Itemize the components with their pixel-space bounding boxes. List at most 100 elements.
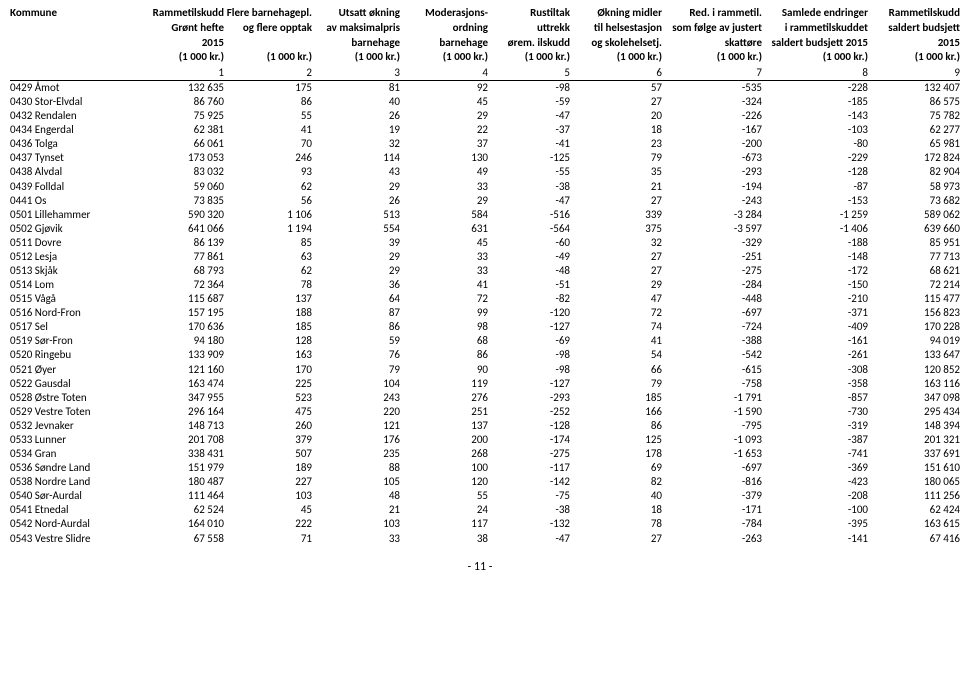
value-cell: -117 <box>488 461 570 475</box>
table-row: 0515 Vågå115 6871376472-8247-448-210115 … <box>10 292 960 306</box>
col-header-9-line-0: Rammetilskudd <box>868 6 960 21</box>
col-number-3: 3 <box>312 65 400 81</box>
value-cell: -47 <box>488 532 570 546</box>
table-row: 0441 Os73 835562629-4727-243-15373 682 <box>10 194 960 208</box>
col-header-7-line-2: skattøre <box>662 36 762 51</box>
table-row: 0543 Vestre Slidre67 558713338-4727-263-… <box>10 532 960 546</box>
value-cell: 77 713 <box>868 250 960 264</box>
value-cell: -243 <box>662 194 762 208</box>
value-cell: -98 <box>488 81 570 96</box>
value-cell: 170 228 <box>868 320 960 334</box>
value-cell: 115 477 <box>868 292 960 306</box>
col-number-7: 7 <box>662 65 762 81</box>
value-cell: -49 <box>488 250 570 264</box>
value-cell: 82 <box>570 475 662 489</box>
value-cell: 235 <box>312 447 400 461</box>
value-cell: -59 <box>488 95 570 109</box>
col-header-5-line-2: ørem. ilskudd <box>488 36 570 51</box>
table-row: 0430 Stor-Elvdal86 760864045-5927-324-18… <box>10 95 960 109</box>
col-header-8-line-3: (1 000 kr.) <box>762 50 868 65</box>
value-cell: 86 760 <box>144 95 224 109</box>
value-cell: 32 <box>570 236 662 250</box>
value-cell: 26 <box>312 194 400 208</box>
value-cell: 45 <box>224 503 312 517</box>
value-cell: 148 713 <box>144 419 224 433</box>
value-cell: 173 053 <box>144 151 224 165</box>
value-cell: -697 <box>662 306 762 320</box>
value-cell: 33 <box>312 532 400 546</box>
value-cell: 260 <box>224 419 312 433</box>
value-cell: 24 <box>400 503 488 517</box>
value-cell: 104 <box>312 377 400 391</box>
value-cell: 83 032 <box>144 165 224 179</box>
value-cell: 86 <box>400 348 488 362</box>
value-cell: 45 <box>400 95 488 109</box>
kommune-cell: 0520 Ringebu <box>10 348 144 362</box>
value-cell: 584 <box>400 208 488 222</box>
value-cell: 47 <box>570 292 662 306</box>
value-cell: 130 <box>400 151 488 165</box>
kommune-cell: 0430 Stor-Elvdal <box>10 95 144 109</box>
value-cell: 115 687 <box>144 292 224 306</box>
value-cell: 27 <box>570 250 662 264</box>
value-cell: 29 <box>400 109 488 123</box>
value-cell: -226 <box>662 109 762 123</box>
value-cell: -564 <box>488 222 570 236</box>
kommune-cell: 0528 Østre Toten <box>10 391 144 405</box>
value-cell: -387 <box>762 433 868 447</box>
value-cell: 94 180 <box>144 334 224 348</box>
value-cell: -730 <box>762 405 868 419</box>
value-cell: -395 <box>762 517 868 531</box>
value-cell: 19 <box>312 123 400 137</box>
value-cell: -275 <box>662 264 762 278</box>
col-header-4-line-1: ordning <box>400 21 488 36</box>
table-body: 0429 Åmot132 6351758192-9857-535-228132 … <box>10 81 960 546</box>
value-cell: -358 <box>762 377 868 391</box>
value-cell: 1 194 <box>224 222 312 236</box>
table-row: 0538 Nordre Land180 487227105120-14282-8… <box>10 475 960 489</box>
value-cell: -324 <box>662 95 762 109</box>
value-cell: 69 <box>570 461 662 475</box>
value-cell: 81 <box>312 81 400 96</box>
kommune-cell: 0501 Lillehammer <box>10 208 144 222</box>
kommune-cell: 0438 Alvdal <box>10 165 144 179</box>
value-cell: 45 <box>400 236 488 250</box>
kommune-cell: 0532 Jevnaker <box>10 419 144 433</box>
value-cell: 164 010 <box>144 517 224 531</box>
value-cell: -1 406 <box>762 222 868 236</box>
col-number-9: 9 <box>868 65 960 81</box>
value-cell: 225 <box>224 377 312 391</box>
value-cell: -210 <box>762 292 868 306</box>
kommune-cell: 0515 Vågå <box>10 292 144 306</box>
table-row: 0528 Østre Toten347 955523243276-293185-… <box>10 391 960 405</box>
value-cell: -3 597 <box>662 222 762 236</box>
value-cell: -171 <box>662 503 762 517</box>
table-row: 0542 Nord-Aurdal164 010222103117-13278-7… <box>10 517 960 531</box>
kommune-cell: 0517 Sel <box>10 320 144 334</box>
value-cell: 71 <box>224 532 312 546</box>
col-number-0 <box>10 65 144 81</box>
value-cell: 175 <box>224 81 312 96</box>
value-cell: 79 <box>570 377 662 391</box>
value-cell: 176 <box>312 433 400 447</box>
value-cell: 72 <box>400 292 488 306</box>
value-cell: 73 835 <box>144 194 224 208</box>
value-cell: 65 981 <box>868 137 960 151</box>
value-cell: 120 852 <box>868 363 960 377</box>
value-cell: 26 <box>312 109 400 123</box>
value-cell: -208 <box>762 489 868 503</box>
value-cell: 347 098 <box>868 391 960 405</box>
value-cell: 39 <box>312 236 400 250</box>
value-cell: 641 066 <box>144 222 224 236</box>
table-row: 0533 Lunner201 708379176200-174125-1 093… <box>10 433 960 447</box>
value-cell: -308 <box>762 363 868 377</box>
value-cell: -758 <box>662 377 762 391</box>
value-cell: 523 <box>224 391 312 405</box>
value-cell: 114 <box>312 151 400 165</box>
value-cell: -82 <box>488 292 570 306</box>
value-cell: -724 <box>662 320 762 334</box>
kommune-cell: 0441 Os <box>10 194 144 208</box>
col-header-8-line-2: saldert budsjett 2015 <box>762 36 868 51</box>
value-cell: 347 955 <box>144 391 224 405</box>
value-cell: 33 <box>400 180 488 194</box>
